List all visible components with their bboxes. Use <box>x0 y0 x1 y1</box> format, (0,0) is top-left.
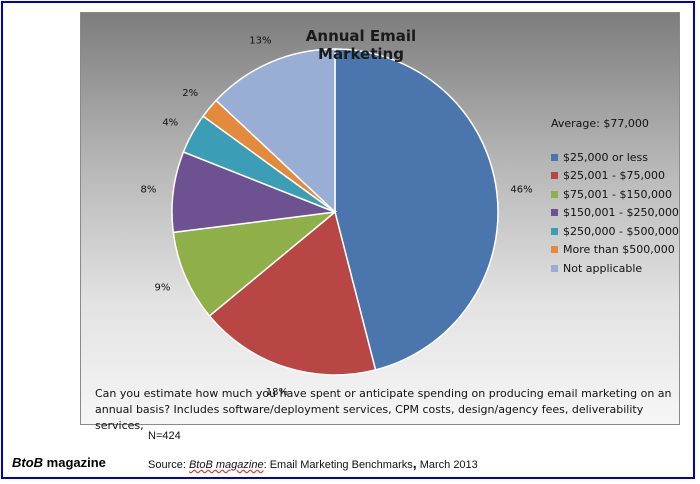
legend-item-3: $150,001 - $250,000 <box>551 204 679 223</box>
legend-swatch-5 <box>551 246 558 254</box>
legend: $25,000 or less $25,001 - $75,000 $75,001 … <box>551 148 679 278</box>
legend-item-4: $250,000 - $500,000 <box>551 222 679 241</box>
legend-swatch-0 <box>551 153 558 161</box>
survey-question-line-1: Can you estimate how much you have spent… <box>95 387 672 400</box>
legend-item-5: More than $500,000 <box>551 241 679 260</box>
source-citation: Source: BtoB magazine: Email Marketing B… <box>148 455 478 471</box>
survey-question-line-2: annual basis? Includes software/deployme… <box>95 403 644 432</box>
brand-magazine: magazine <box>43 455 106 470</box>
pie-slice-2 <box>172 210 338 317</box>
data-label-0: 46% <box>510 184 532 195</box>
pie-slice-6 <box>215 48 336 214</box>
legend-label-0: $25,000 or less <box>563 150 649 164</box>
legend-label-5: More than $500,000 <box>563 243 675 257</box>
sample-size: N=424 <box>148 430 181 442</box>
brand-logo: BtoB magazine <box>12 455 106 470</box>
data-label-1: 18% <box>266 387 288 398</box>
chart-title: Annual Email Marketing <box>305 27 417 63</box>
pie-slice-0 <box>334 48 499 371</box>
legend-label-6: Not applicable <box>563 261 643 275</box>
pie-slice-1 <box>208 210 377 376</box>
data-label-5: 2% <box>182 88 198 99</box>
legend-item-6: Not applicable <box>551 259 679 278</box>
image-frame <box>1 1 695 479</box>
source-comma: , <box>412 455 417 471</box>
legend-swatch-3 <box>551 209 558 217</box>
source-date: March 2013 <box>416 459 478 471</box>
chart-panel: 46% 18% 9% 8% 4% 2% 13% Annual Email Marketing… <box>80 12 680 432</box>
data-label-4: 4% <box>162 117 178 128</box>
data-label-2: 9% <box>155 283 171 294</box>
source-prefix: Source: <box>148 459 189 471</box>
survey-question: Can you estimate how much you have spent… <box>95 386 675 434</box>
brand-btob: BtoB <box>12 455 44 470</box>
average-note: Average: $77,000 <box>551 117 649 130</box>
data-label-3: 8% <box>141 184 157 195</box>
legend-label-3: $150,001 - $250,000 <box>563 206 679 220</box>
data-label-6: 13% <box>249 35 271 46</box>
legend-swatch-6 <box>551 264 558 272</box>
legend-swatch-1 <box>551 172 558 180</box>
source-magazine: BtoB magazine <box>188 459 264 471</box>
legend-label-1: $25,001 - $75,000 <box>563 169 665 183</box>
source-title: : Email Marketing Benchmarks <box>263 459 413 471</box>
legend-swatch-2 <box>551 190 558 198</box>
legend-label-2: $75,001 - $150,000 <box>563 187 672 201</box>
legend-item-0: $25,000 or less <box>551 148 679 167</box>
pie-chart: 46% 18% 9% 8% 4% 2% 13% <box>141 35 533 398</box>
legend-label-4: $250,000 - $500,000 <box>563 224 679 238</box>
legend-item-1: $25,001 - $75,000 <box>551 167 679 186</box>
legend-swatch-4 <box>551 227 558 235</box>
legend-item-2: $75,001 - $150,000 <box>551 185 679 204</box>
